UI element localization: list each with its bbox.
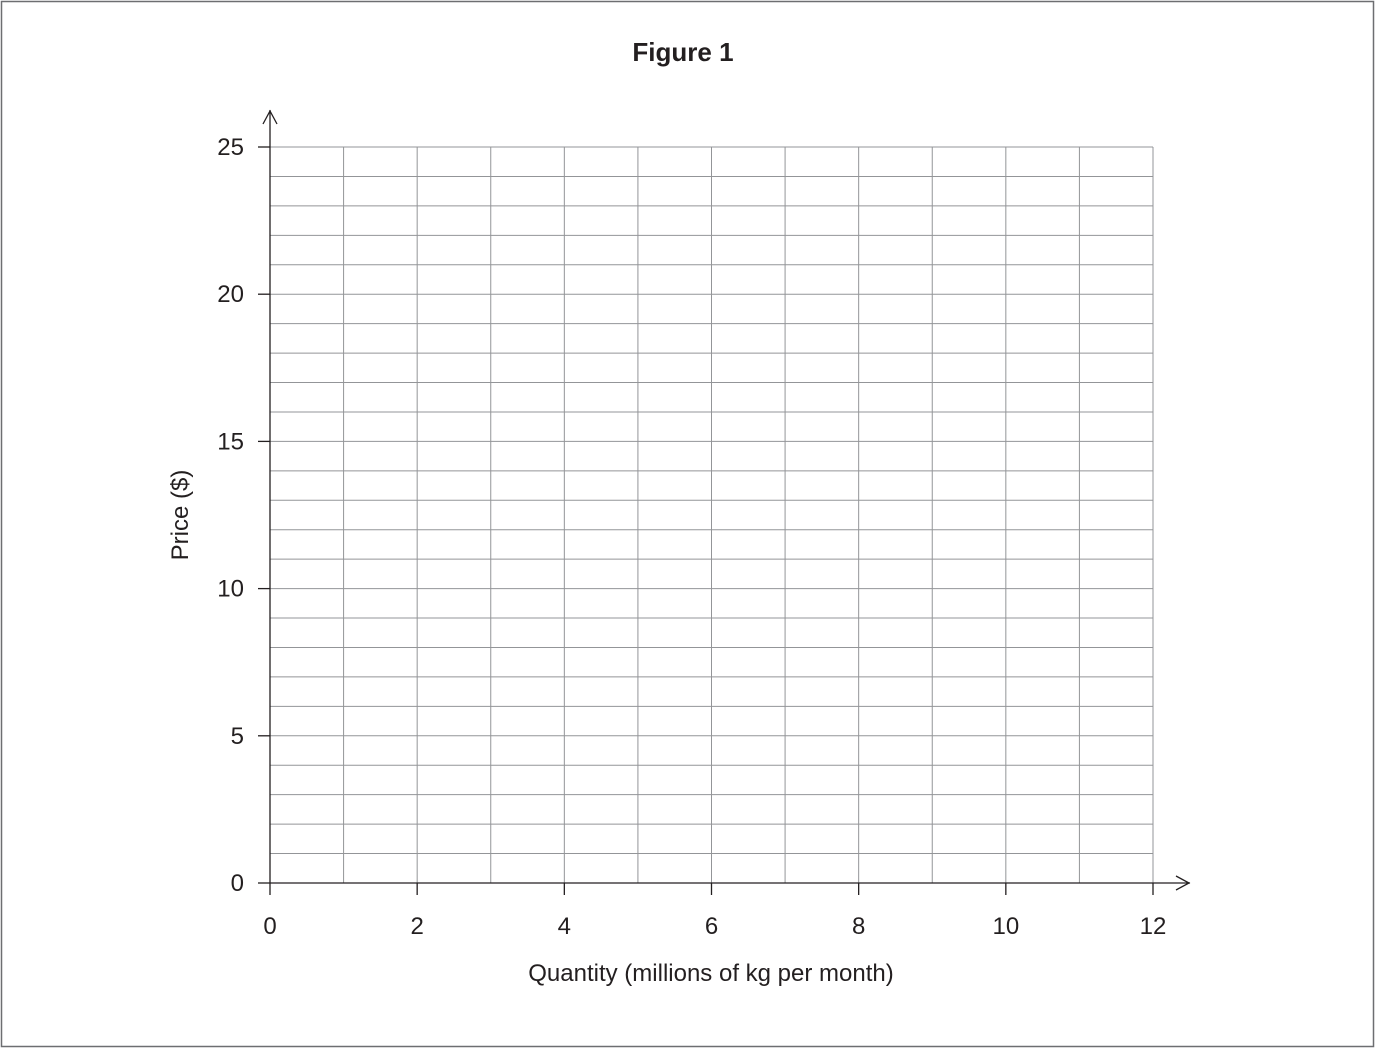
y-tick-label: 20 [217, 281, 244, 308]
x-axis-arrowhead [1175, 875, 1191, 891]
y-axis-arrowhead [262, 109, 278, 125]
y-tick-label: 5 [231, 723, 244, 750]
x-tick-label: 4 [558, 913, 571, 940]
chart-title: Figure 1 [632, 37, 733, 67]
x-axis-ticks: 0 2 4 6 8 10 12 [263, 883, 1166, 940]
y-axis-label: Price ($) [167, 470, 194, 561]
x-tick-label: 2 [410, 913, 423, 940]
x-tick-label: 6 [705, 913, 718, 940]
grid [270, 146, 1154, 883]
x-tick-label: 0 [263, 913, 276, 940]
y-tick-label: 0 [231, 870, 244, 897]
y-tick-label: 15 [217, 428, 244, 455]
x-tick-label: 8 [852, 913, 865, 940]
x-tick-label: 12 [1140, 913, 1167, 940]
axes [262, 109, 1191, 891]
x-tick-label: 10 [992, 913, 1019, 940]
y-tick-label: 25 [217, 134, 244, 161]
y-axis-ticks: 0 5 10 15 20 25 [217, 134, 270, 897]
x-axis-label: Quantity (millions of kg per month) [528, 960, 893, 987]
y-tick-label: 10 [217, 576, 244, 603]
